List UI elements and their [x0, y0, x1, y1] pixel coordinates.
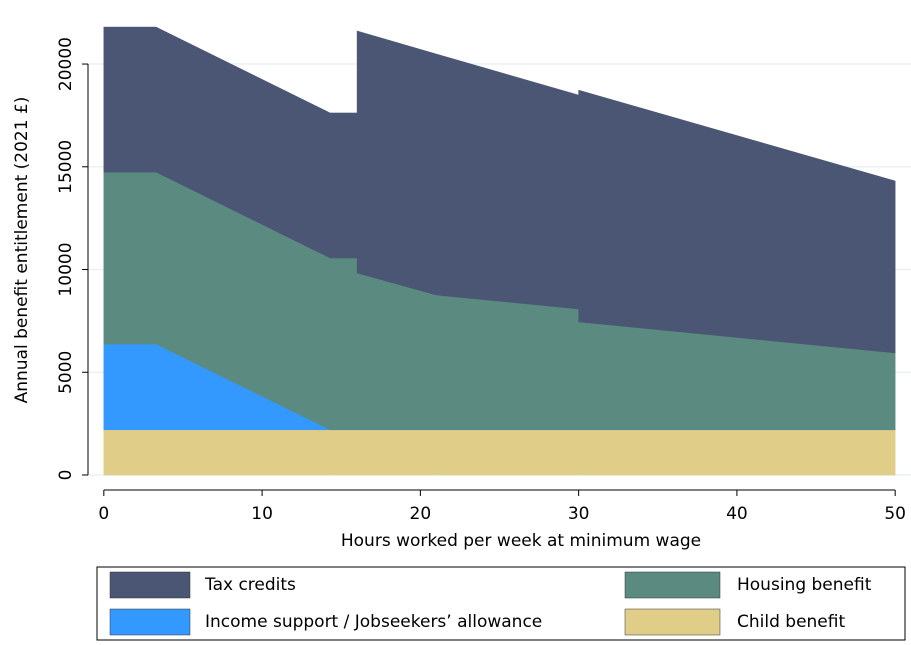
x-tick-label: 0 [98, 504, 109, 524]
y-tick-label: 0 [56, 470, 76, 481]
legend-label: Child benefit [737, 612, 845, 632]
x-tick-label: 50 [884, 504, 906, 524]
y-tick-label: 20000 [56, 37, 76, 91]
y-axis-title: Annual benefit entitlement (2021 £) [12, 97, 32, 404]
x-axis-title: Hours worked per week at minimum wage [341, 531, 701, 551]
x-tick-label: 30 [568, 504, 590, 524]
y-tick-label: 15000 [56, 140, 76, 194]
area [103, 429, 896, 476]
area [103, 26, 896, 354]
x-tick-label: 10 [251, 504, 273, 524]
legend-swatch [624, 571, 721, 599]
legend-swatch [109, 608, 191, 636]
legend-swatch [109, 571, 191, 599]
legend-swatch [624, 608, 721, 636]
legend-label: Housing benefit [737, 575, 872, 595]
y-tick-label: 5000 [56, 351, 76, 394]
x-tick-label: 40 [726, 504, 748, 524]
y-tick-label: 10000 [56, 242, 76, 296]
legend-label: Income support / Jobseekers’ allowance [205, 612, 542, 632]
legend-label: Tax credits [204, 575, 296, 595]
legend-box [96, 566, 906, 641]
x-tick-label: 20 [410, 504, 432, 524]
